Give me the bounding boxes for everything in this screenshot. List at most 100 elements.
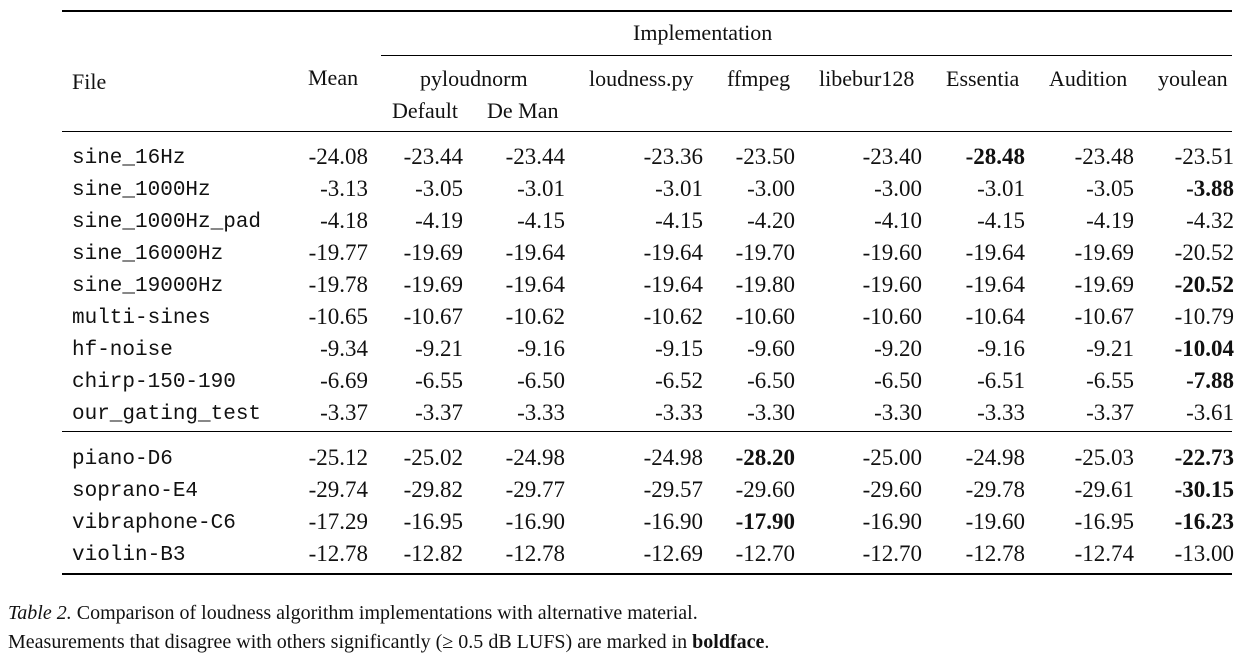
cell-youlean: -7.88 [1186, 368, 1234, 393]
cell-essentia: -29.78 [965, 477, 1025, 502]
cell-loudness-py: -16.90 [643, 509, 703, 534]
col-header-pyloudnorm: pyloudnorm [420, 66, 528, 91]
cell-pyloudnorm-deman: -23.44 [505, 144, 565, 169]
cell-mean: -12.78 [308, 541, 368, 566]
cell-audition: -25.03 [1074, 445, 1134, 470]
caption-math: ≥ 0.5 [442, 631, 484, 653]
cell-audition: -4.19 [1086, 208, 1134, 233]
cell-essentia: -12.78 [965, 541, 1025, 566]
cell-mean: -6.69 [320, 368, 368, 393]
cell-audition: -19.69 [1074, 272, 1134, 297]
cell-ffmpeg: -9.60 [747, 336, 795, 361]
cell-audition: -19.69 [1074, 240, 1134, 265]
cell-mean: -25.12 [308, 445, 368, 470]
col-header-pyloudnorm-default: Default [392, 98, 458, 123]
cell-mean: -29.74 [308, 477, 368, 502]
cell-audition: -9.21 [1086, 336, 1134, 361]
cell-loudness-py: -12.69 [643, 541, 703, 566]
col-header-file: File [72, 69, 107, 94]
cell-ffmpeg: -4.20 [747, 208, 795, 233]
bottom-rule [62, 573, 1232, 575]
cell-essentia: -19.64 [965, 272, 1025, 297]
cell-pyloudnorm-default: -29.82 [403, 477, 463, 502]
top-rule [62, 10, 1232, 12]
cell-pyloudnorm-default: -12.82 [403, 541, 463, 566]
cell-ffmpeg: -19.70 [735, 240, 795, 265]
cell-youlean: -16.23 [1174, 509, 1234, 534]
caption-boldface-word: boldface [692, 631, 765, 653]
cell-youlean: -30.15 [1174, 477, 1234, 502]
cell-essentia: -6.51 [977, 368, 1025, 393]
cell-loudness-py: -4.15 [655, 208, 703, 233]
cell-pyloudnorm-default: -9.21 [415, 336, 463, 361]
cell-youlean: -10.79 [1174, 304, 1234, 329]
cell-mean: -4.18 [320, 208, 368, 233]
cell-loudness-py: -3.01 [655, 176, 703, 201]
cell-essentia: -3.01 [977, 176, 1025, 201]
cell-youlean: -3.88 [1186, 176, 1234, 201]
cell-audition: -29.61 [1074, 477, 1134, 502]
cell-pyloudnorm-default: -6.55 [415, 368, 463, 393]
cell-pyloudnorm-deman: -16.90 [505, 509, 565, 534]
cell-mean: -19.78 [308, 272, 368, 297]
cell-ffmpeg: -19.80 [735, 272, 795, 297]
cell-pyloudnorm-default: -19.69 [403, 240, 463, 265]
cell-loudness-py: -9.15 [655, 336, 703, 361]
col-header-loudness-py: loudness.py [589, 66, 694, 91]
col-header-ffmpeg: ffmpeg [727, 66, 791, 91]
cell-youlean: -4.32 [1186, 208, 1234, 233]
col-header-audition: Audition [1049, 66, 1128, 91]
row-file-name: sine_16000Hz [72, 243, 224, 266]
caption-text-a: Measurements that disagree with others s… [8, 631, 443, 653]
cell-essentia: -19.60 [965, 509, 1025, 534]
cell-pyloudnorm-deman: -12.78 [505, 541, 565, 566]
row-file-name: sine_19000Hz [72, 275, 224, 298]
cell-ffmpeg: -29.60 [735, 477, 795, 502]
cell-audition: -10.67 [1074, 304, 1134, 329]
table-caption-label: Table 2. [8, 602, 72, 624]
cell-libebur128: -23.40 [862, 144, 922, 169]
cell-ffmpeg: -23.50 [735, 144, 795, 169]
col-header-essentia: Essentia [946, 66, 1020, 91]
cell-libebur128: -6.50 [874, 368, 922, 393]
cell-youlean: -13.00 [1174, 541, 1234, 566]
col-header-libebur128: libebur128 [819, 66, 915, 91]
cell-essentia: -10.64 [965, 304, 1025, 329]
cell-ffmpeg: -3.00 [747, 176, 795, 201]
cell-youlean: -3.61 [1186, 400, 1234, 425]
implementation-underline [381, 55, 1232, 56]
cell-mean: -3.13 [320, 176, 368, 201]
row-file-name: soprano-E4 [72, 480, 199, 503]
cell-loudness-py: -3.33 [655, 400, 703, 425]
row-file-name: multi-sines [72, 307, 211, 330]
cell-essentia: -9.16 [977, 336, 1025, 361]
cell-audition: -3.05 [1086, 176, 1134, 201]
cell-audition: -16.95 [1074, 509, 1134, 534]
cell-ffmpeg: -12.70 [735, 541, 795, 566]
cell-mean: -19.77 [308, 240, 368, 265]
cell-pyloudnorm-default: -10.67 [403, 304, 463, 329]
cell-pyloudnorm-default: -16.95 [403, 509, 463, 534]
row-file-name: piano-D6 [72, 448, 173, 471]
caption-text-b: dB LUFS) are marked in [483, 631, 693, 653]
cell-pyloudnorm-default: -19.69 [403, 272, 463, 297]
cell-pyloudnorm-deman: -19.64 [505, 240, 565, 265]
cell-pyloudnorm-default: -3.37 [415, 400, 463, 425]
cell-youlean: -22.73 [1174, 445, 1234, 470]
cell-mean: -9.34 [320, 336, 368, 361]
col-header-pyloudnorm-deman: De Man [487, 98, 559, 123]
cell-libebur128: -16.90 [862, 509, 922, 534]
cell-ffmpeg: -28.20 [735, 445, 795, 470]
cell-loudness-py: -23.36 [643, 144, 703, 169]
cell-ffmpeg: -6.50 [747, 368, 795, 393]
cell-audition: -3.37 [1086, 400, 1134, 425]
cell-essentia: -4.15 [977, 208, 1025, 233]
cell-loudness-py: -29.57 [643, 477, 703, 502]
cell-pyloudnorm-default: -23.44 [403, 144, 463, 169]
cell-libebur128: -3.30 [874, 400, 922, 425]
cell-essentia: -24.98 [965, 445, 1025, 470]
cell-libebur128: -9.20 [874, 336, 922, 361]
cell-libebur128: -29.60 [862, 477, 922, 502]
cell-mean: -10.65 [308, 304, 368, 329]
cell-youlean: -20.52 [1174, 240, 1234, 265]
